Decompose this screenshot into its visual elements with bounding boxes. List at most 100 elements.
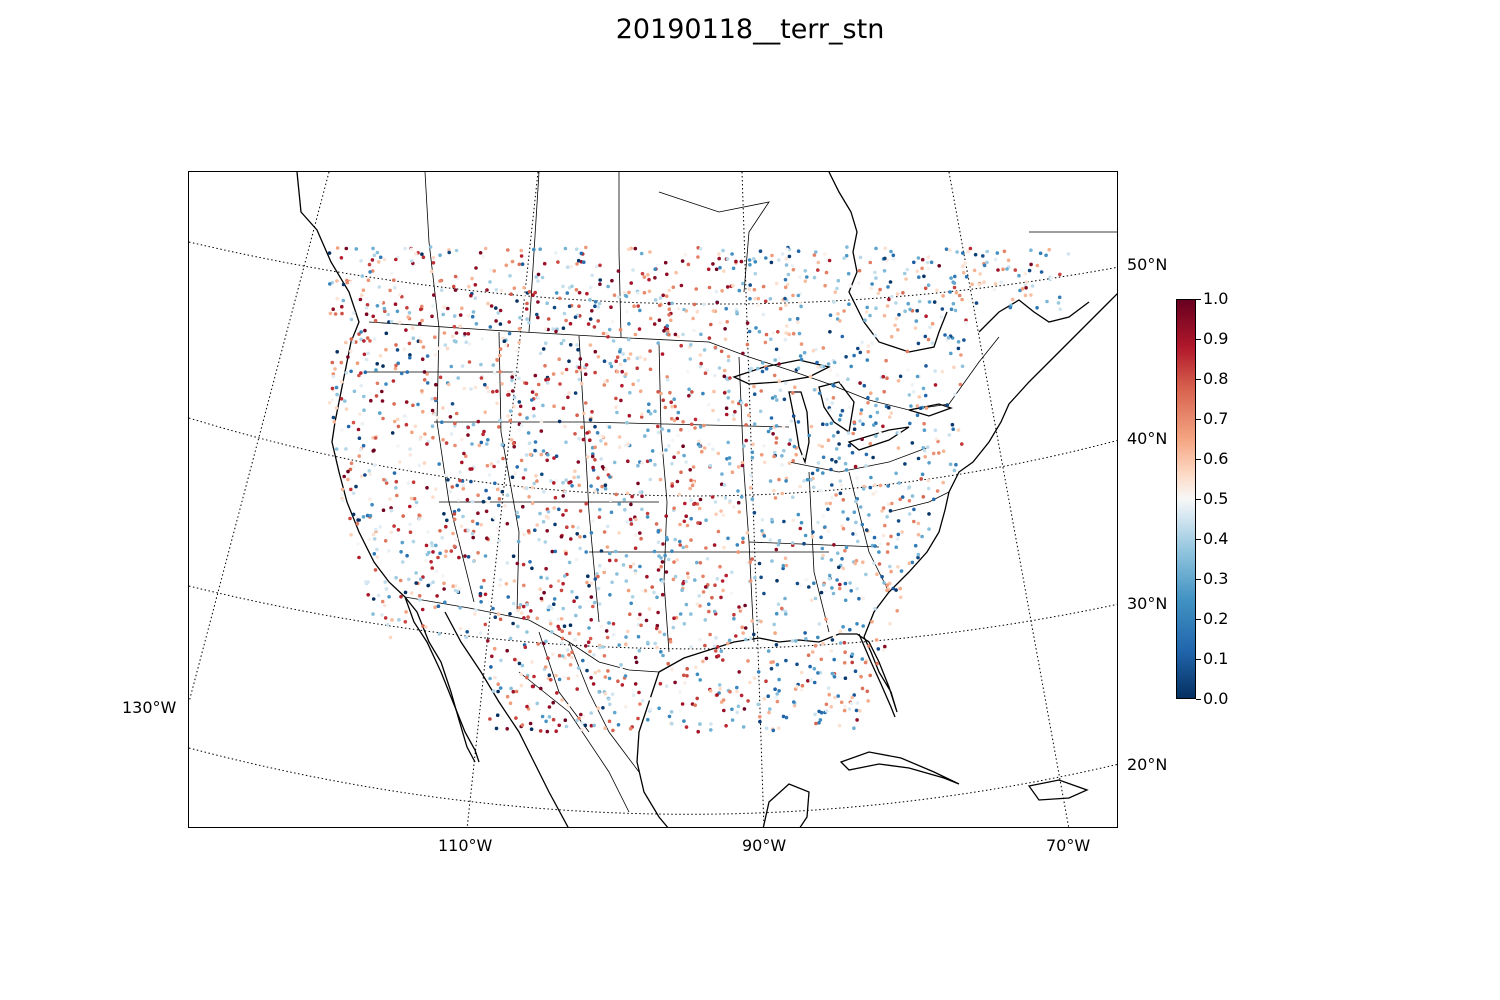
station-point	[574, 557, 579, 562]
station-point	[854, 532, 858, 536]
station-point	[741, 540, 745, 544]
colorbar-tick	[1196, 619, 1201, 620]
station-point	[633, 246, 638, 251]
station-point	[823, 525, 827, 529]
station-point	[561, 284, 565, 289]
station-point	[805, 477, 810, 482]
station-point	[472, 559, 476, 564]
station-point	[520, 262, 525, 266]
station-point	[434, 382, 438, 387]
station-point	[747, 329, 752, 334]
station-point	[841, 566, 846, 571]
station-point	[658, 681, 663, 686]
station-point	[522, 616, 526, 620]
station-point	[780, 491, 784, 496]
station-point	[768, 707, 772, 711]
station-point	[924, 406, 929, 410]
station-point	[357, 454, 361, 458]
station-point	[656, 540, 661, 544]
station-point	[712, 644, 717, 648]
station-point	[447, 248, 451, 252]
station-point	[448, 415, 453, 419]
station-point	[813, 712, 817, 717]
station-point	[392, 419, 397, 424]
station-point	[916, 555, 920, 560]
station-point	[517, 376, 521, 380]
station-point	[875, 410, 880, 415]
station-point	[458, 606, 463, 610]
station-point	[411, 403, 415, 408]
station-point	[609, 305, 613, 309]
station-point	[964, 275, 969, 279]
station-point	[718, 564, 722, 569]
station-point	[932, 497, 936, 502]
station-point	[425, 372, 429, 376]
colorbar-tick-label: 0.8	[1203, 369, 1229, 388]
station-point	[628, 517, 633, 522]
station-point	[445, 346, 450, 351]
station-point	[724, 406, 729, 410]
station-point	[332, 420, 337, 424]
station-point	[832, 657, 836, 662]
station-point	[656, 424, 660, 429]
station-point	[530, 485, 535, 490]
station-point	[653, 641, 657, 646]
state-lines-west	[364, 327, 659, 623]
station-point	[959, 353, 963, 357]
station-point	[704, 656, 709, 661]
station-point	[821, 455, 826, 460]
station-point	[381, 416, 385, 421]
station-point	[511, 621, 515, 626]
station-point	[489, 268, 493, 272]
station-point	[645, 574, 649, 579]
station-point	[593, 458, 597, 462]
station-point	[420, 318, 424, 323]
station-point	[564, 440, 568, 445]
station-point	[636, 634, 641, 639]
station-point	[664, 570, 669, 574]
maritime-coast	[978, 299, 1090, 333]
station-point	[505, 727, 510, 731]
station-point	[401, 514, 405, 518]
station-point	[794, 639, 798, 643]
station-point	[726, 536, 730, 541]
station-point	[949, 276, 953, 280]
station-point	[838, 413, 843, 418]
station-point	[519, 458, 524, 463]
station-point	[486, 389, 491, 394]
station-point	[754, 326, 758, 330]
station-point	[746, 699, 750, 703]
station-point	[780, 606, 784, 611]
station-point	[587, 584, 591, 588]
station-point	[798, 275, 802, 279]
station-point	[708, 464, 713, 468]
station-point	[863, 318, 867, 322]
station-point	[749, 473, 753, 478]
station-point	[866, 395, 870, 400]
station-point	[577, 437, 581, 441]
station-point	[363, 328, 367, 333]
station-point	[888, 621, 892, 626]
station-point	[544, 566, 548, 571]
station-point	[791, 459, 795, 463]
station-point	[687, 394, 691, 398]
station-point	[907, 561, 912, 565]
station-point	[715, 577, 720, 581]
station-point	[824, 501, 829, 506]
station-point	[769, 426, 773, 431]
station-point	[515, 299, 519, 303]
station-point	[785, 324, 789, 328]
station-point	[891, 257, 896, 261]
station-point	[611, 339, 616, 343]
station-point	[368, 472, 372, 477]
station-point	[1002, 249, 1007, 254]
station-point	[702, 446, 707, 450]
colorbar	[1176, 299, 1196, 699]
station-point	[585, 291, 589, 296]
station-point	[605, 524, 610, 529]
station-point	[693, 578, 697, 582]
station-point	[552, 404, 556, 408]
station-point	[473, 283, 478, 287]
station-point	[333, 367, 337, 371]
station-point	[511, 372, 515, 376]
